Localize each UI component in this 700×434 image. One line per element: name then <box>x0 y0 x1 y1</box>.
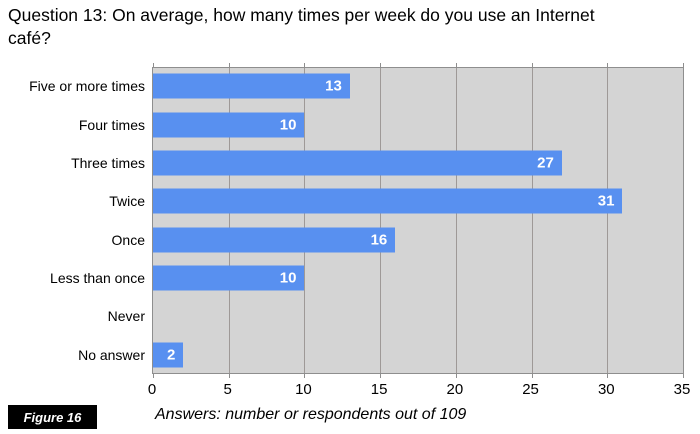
value-label: 10 <box>279 116 297 134</box>
value-label: 2 <box>166 346 176 364</box>
category-label: Never <box>107 308 145 325</box>
x-tick-label: 5 <box>223 381 232 398</box>
bar: 10 <box>153 112 305 138</box>
x-tick-label: 25 <box>522 381 539 398</box>
category-label: No answer <box>78 346 145 363</box>
gridline <box>304 68 306 373</box>
bar: 2 <box>153 342 184 368</box>
bar-row: Four times 10 <box>0 105 683 143</box>
x-tick-label: 10 <box>295 381 312 398</box>
bar-track <box>153 297 683 335</box>
category-label: Once <box>111 231 145 248</box>
bar-row: Three times 27 <box>0 144 683 182</box>
axis-tick <box>153 63 154 67</box>
figure-badge: Figure 16 <box>8 405 97 429</box>
bar-track: 13 <box>153 67 683 105</box>
bar-row: Once 16 <box>0 221 683 259</box>
bar-row: Twice 31 <box>0 182 683 220</box>
axis-tick <box>455 63 457 67</box>
axis-tick <box>304 374 306 378</box>
axis-tick <box>153 374 154 378</box>
category-label: Four times <box>78 116 145 133</box>
axis-tick <box>304 63 306 67</box>
gridline <box>380 68 382 373</box>
x-tick-label: 20 <box>446 381 464 398</box>
gridline <box>607 68 609 373</box>
bar: 27 <box>153 150 562 176</box>
x-tick-label: 15 <box>370 381 388 398</box>
axis-caption: Answers: number or respondents out of 10… <box>155 406 467 423</box>
gridline <box>531 68 533 373</box>
bar-track: 10 <box>153 105 683 143</box>
category-label: Less than once <box>50 270 145 287</box>
bar-track: 2 <box>153 336 683 374</box>
x-tick-label: 30 <box>597 381 615 398</box>
bar: 16 <box>153 227 396 253</box>
category-label: Twice <box>109 193 145 210</box>
axis-tick <box>380 63 382 67</box>
gridline <box>228 68 230 373</box>
axis-tick <box>531 63 533 67</box>
bar-row: Less than once 10 <box>0 259 683 297</box>
bar-row: Never <box>0 297 683 335</box>
value-label: 10 <box>279 269 297 287</box>
category-label: Five or more times <box>29 78 145 95</box>
axis-tick <box>531 374 533 378</box>
bar: 13 <box>153 73 350 99</box>
bar-row: Five or more times 13 <box>0 67 683 105</box>
value-label: 27 <box>537 154 554 172</box>
axis-tick <box>683 374 684 378</box>
value-label: 16 <box>370 231 388 249</box>
bar-track: 16 <box>153 221 683 259</box>
x-tick-label: 0 <box>147 381 157 398</box>
axis-tick <box>607 63 609 67</box>
axis-tick <box>228 63 230 67</box>
bar-row: No answer 2 <box>0 336 683 374</box>
axis-tick <box>455 374 457 378</box>
axis-tick <box>380 374 382 378</box>
x-axis: 0 5 10 15 20 25 30 35 <box>148 381 691 401</box>
bar-track: 27 <box>153 144 683 182</box>
axis-tick <box>683 63 684 67</box>
bar-track: 10 <box>153 259 683 297</box>
value-label: 31 <box>597 192 615 210</box>
bar: 10 <box>153 265 305 291</box>
bar: 31 <box>153 188 623 214</box>
chart-title: Question 13: On average, how many times … <box>8 5 595 48</box>
gridline <box>455 68 457 373</box>
axis-tick <box>228 374 230 378</box>
axis-tick <box>607 374 609 378</box>
category-label: Three times <box>71 154 145 171</box>
bar-rows: Five or more times 13 Four times 10 Three ti… <box>0 67 683 374</box>
x-tick-label: 35 <box>673 381 691 398</box>
value-label: 13 <box>325 77 342 95</box>
bar-track: 31 <box>153 182 683 220</box>
